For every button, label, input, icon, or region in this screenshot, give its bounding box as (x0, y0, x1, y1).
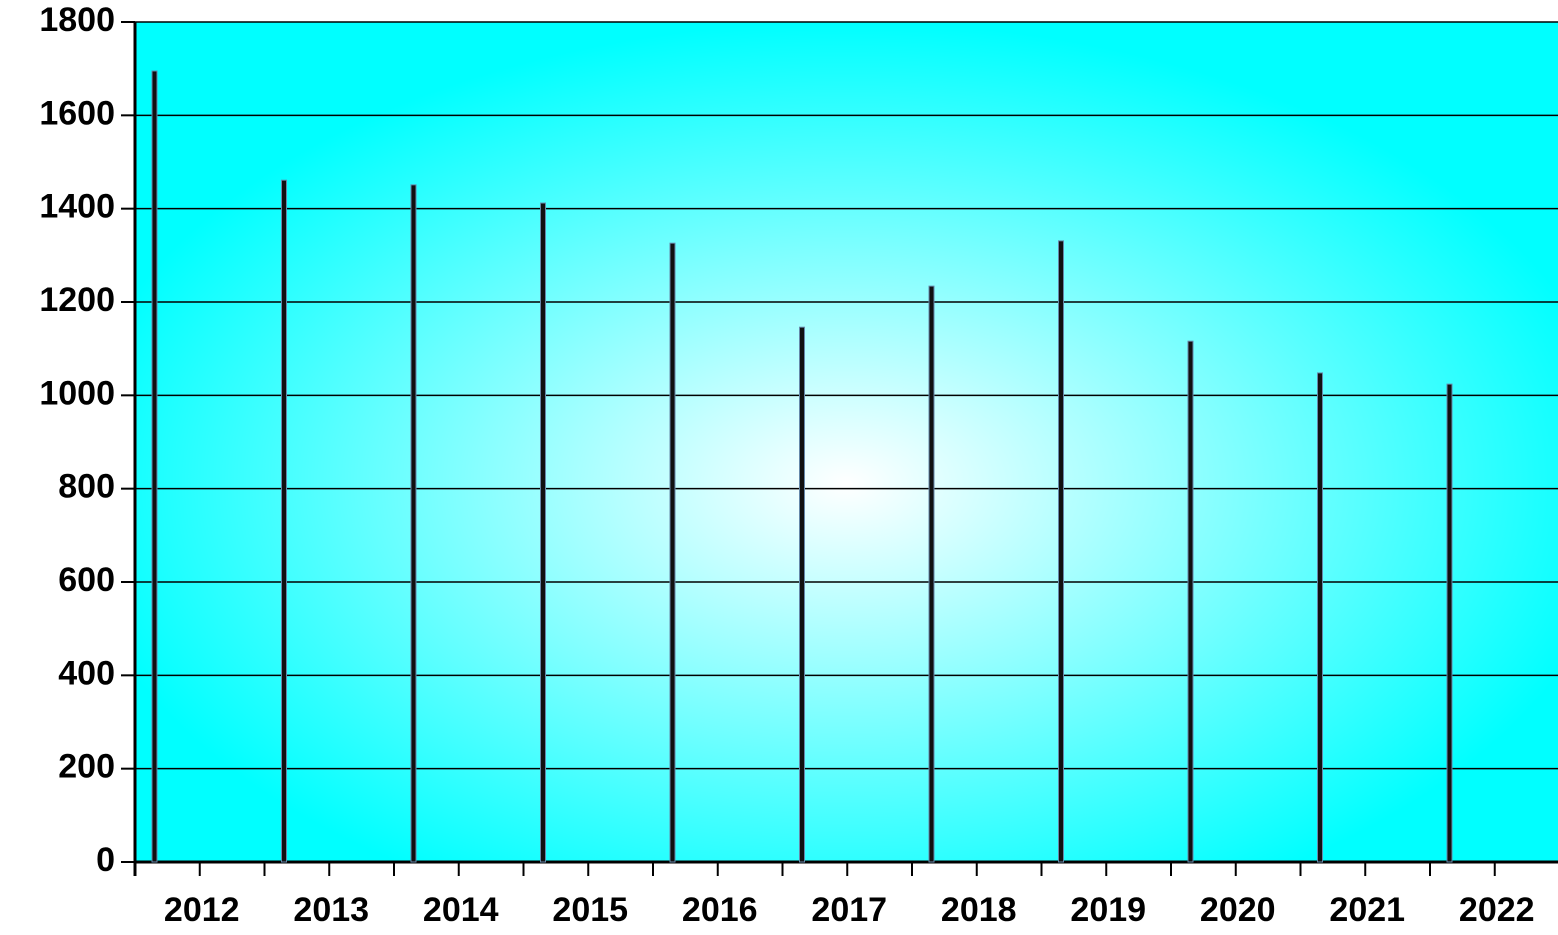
bar (1446, 383, 1453, 863)
x-tick-label: 2013 (293, 891, 369, 929)
bar (928, 285, 935, 863)
x-tick-label: 2020 (1200, 891, 1276, 929)
y-tick-label: 400 (58, 654, 115, 692)
y-tick-label: 1200 (39, 281, 115, 319)
y-tick-label: 1000 (39, 374, 115, 412)
bar (281, 179, 287, 863)
x-tick-label: 2019 (1070, 891, 1146, 929)
bar (410, 184, 417, 863)
y-tick-label: 200 (58, 748, 115, 786)
x-tick-label: 2018 (941, 891, 1017, 929)
y-tick-label: 1400 (39, 188, 115, 226)
y-tick-label: 1600 (39, 94, 115, 132)
bar (540, 202, 546, 863)
bar (669, 242, 676, 863)
x-tick-label: 2015 (552, 891, 628, 929)
y-tick-label: 800 (58, 468, 115, 506)
bar (1058, 240, 1064, 863)
x-tick-label: 2014 (423, 891, 499, 929)
x-tick-label: 2016 (682, 891, 758, 929)
y-tick-label: 600 (58, 561, 115, 599)
bar (1317, 372, 1323, 863)
x-tick-label: 2022 (1459, 891, 1535, 929)
x-tick-label: 2017 (811, 891, 887, 929)
bar (1187, 340, 1194, 863)
x-tick-label: 2021 (1329, 891, 1405, 929)
x-tick-label: 2012 (164, 891, 240, 929)
bar (151, 70, 158, 863)
bar (799, 326, 805, 863)
plot-area (135, 22, 1558, 862)
y-tick-label: 1800 (39, 1, 115, 39)
y-tick-label: 0 (96, 841, 115, 879)
